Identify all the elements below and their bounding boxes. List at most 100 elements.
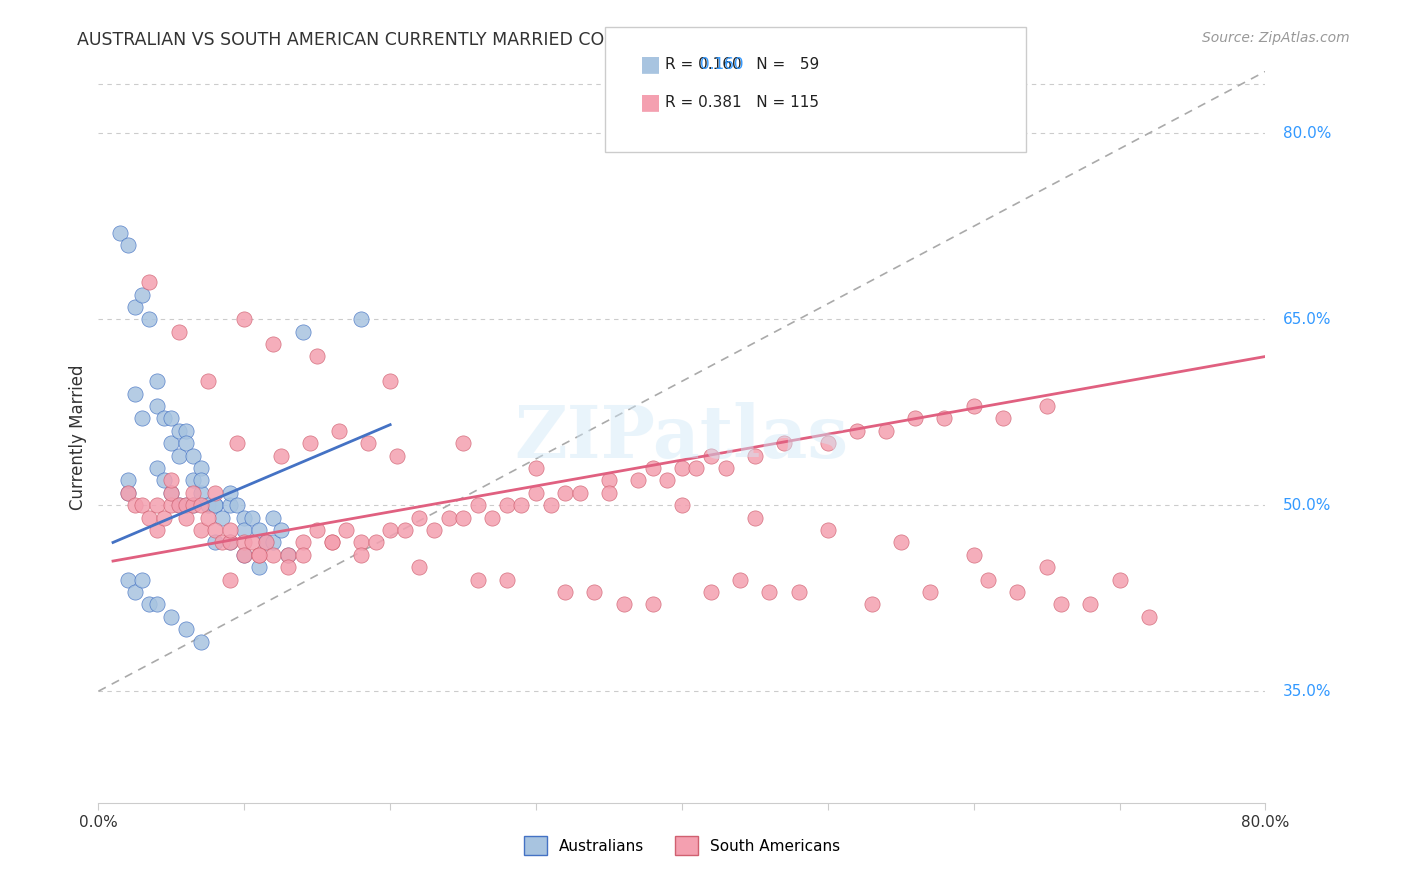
- Point: [211, 535, 233, 549]
- Point: [495, 498, 517, 512]
- Point: [138, 275, 160, 289]
- Point: [181, 449, 204, 463]
- Point: [181, 486, 204, 500]
- Point: [240, 535, 263, 549]
- Point: [481, 510, 503, 524]
- Point: [451, 436, 474, 450]
- Point: [153, 510, 176, 524]
- Text: ■: ■: [640, 54, 661, 74]
- Point: [845, 424, 868, 438]
- Point: [641, 461, 664, 475]
- Point: [671, 461, 693, 475]
- Point: [117, 486, 139, 500]
- Point: [124, 498, 146, 512]
- Point: [254, 535, 277, 549]
- Point: [226, 436, 249, 450]
- Text: 0.160: 0.160: [700, 57, 744, 71]
- Point: [233, 312, 256, 326]
- Point: [262, 548, 284, 562]
- Point: [204, 535, 226, 549]
- Point: [495, 573, 517, 587]
- Point: [247, 523, 270, 537]
- Point: [598, 474, 620, 488]
- Point: [167, 498, 190, 512]
- Point: [153, 474, 176, 488]
- Point: [131, 411, 153, 425]
- Point: [904, 411, 927, 425]
- Point: [1108, 573, 1130, 587]
- Point: [197, 510, 219, 524]
- Point: [204, 498, 226, 512]
- Point: [247, 548, 270, 562]
- Point: [451, 510, 474, 524]
- Point: [291, 325, 314, 339]
- Point: [190, 634, 212, 648]
- Point: [321, 535, 343, 549]
- Point: [110, 226, 132, 240]
- Point: [321, 535, 343, 549]
- Point: [554, 585, 576, 599]
- Point: [190, 523, 212, 537]
- Point: [773, 436, 796, 450]
- Point: [408, 560, 430, 574]
- Point: [524, 461, 547, 475]
- Point: [160, 498, 183, 512]
- Point: [117, 573, 139, 587]
- Point: [131, 498, 153, 512]
- Point: [190, 461, 212, 475]
- Point: [160, 436, 183, 450]
- Point: [146, 399, 169, 413]
- Point: [277, 548, 299, 562]
- Point: [350, 548, 373, 562]
- Point: [700, 585, 723, 599]
- Point: [554, 486, 576, 500]
- Point: [146, 498, 169, 512]
- Point: [138, 598, 160, 612]
- Point: [117, 486, 139, 500]
- Point: [1137, 610, 1160, 624]
- Point: [262, 535, 284, 549]
- Point: [298, 436, 321, 450]
- Point: [167, 449, 190, 463]
- Point: [934, 411, 956, 425]
- Point: [387, 449, 409, 463]
- Point: [254, 535, 277, 549]
- Text: 65.0%: 65.0%: [1282, 312, 1331, 326]
- Y-axis label: Currently Married: Currently Married: [69, 364, 87, 510]
- Point: [233, 523, 256, 537]
- Point: [211, 510, 233, 524]
- Point: [350, 535, 373, 549]
- Point: [568, 486, 591, 500]
- Point: [714, 461, 737, 475]
- Point: [181, 498, 204, 512]
- Point: [218, 498, 240, 512]
- Point: [291, 548, 314, 562]
- Point: [962, 548, 984, 562]
- Point: [233, 548, 256, 562]
- Point: [146, 461, 169, 475]
- Point: [817, 523, 839, 537]
- Point: [131, 573, 153, 587]
- Point: [1080, 598, 1102, 612]
- Point: [817, 436, 839, 450]
- Point: [270, 523, 292, 537]
- Point: [181, 498, 204, 512]
- Point: [510, 498, 533, 512]
- Point: [233, 510, 256, 524]
- Point: [307, 350, 329, 364]
- Point: [328, 424, 350, 438]
- Text: 80.0%: 80.0%: [1282, 126, 1331, 141]
- Point: [991, 411, 1014, 425]
- Point: [124, 386, 146, 401]
- Point: [467, 573, 489, 587]
- Point: [204, 498, 226, 512]
- Point: [138, 510, 160, 524]
- Point: [124, 585, 146, 599]
- Point: [124, 300, 146, 314]
- Point: [394, 523, 416, 537]
- Point: [174, 424, 197, 438]
- Point: [160, 474, 183, 488]
- Point: [160, 486, 183, 500]
- Point: [787, 585, 810, 599]
- Point: [218, 535, 240, 549]
